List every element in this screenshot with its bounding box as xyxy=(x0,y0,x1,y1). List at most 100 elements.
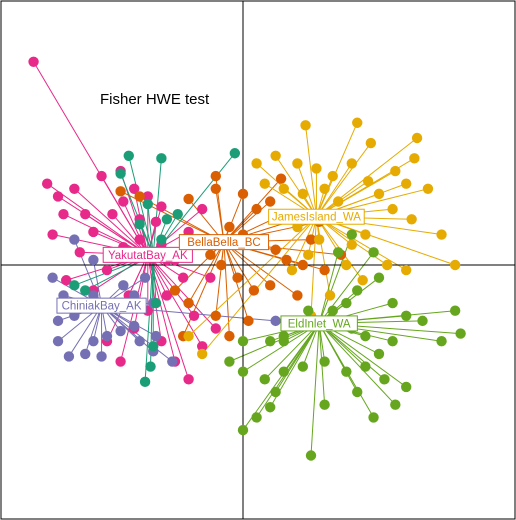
point-EldInlet_WA-25 xyxy=(278,366,289,377)
point-EldInlet_WA-27 xyxy=(237,366,249,377)
point-EldInlet_WA-24 xyxy=(297,361,309,372)
point-JamesIsland_WA-38 xyxy=(401,178,412,189)
point-ChiniakBay_AK-16 xyxy=(134,336,145,347)
point-YakutatBay_AK-4 xyxy=(58,209,69,220)
point-group-teal-15 xyxy=(229,148,241,159)
segment-ChiniakBay_AK-5 xyxy=(84,305,103,355)
segment-YakutatBay_AK-29 xyxy=(147,254,162,342)
segment-YakutatBay_AK-33 xyxy=(147,254,217,329)
point-EldInlet_WA-36 xyxy=(390,399,401,410)
point-JamesIsland_WA-40 xyxy=(286,264,298,276)
point-YakutatBay_AK-17 xyxy=(74,247,86,258)
point-JamesIsland_WA-3 xyxy=(411,132,423,144)
point-EldInlet_WA-1 xyxy=(333,247,344,258)
point-JamesIsland_WA-19 xyxy=(297,188,309,200)
point-EldInlet_WA-41 xyxy=(237,336,249,347)
point-BellaBella_BC-3 xyxy=(210,183,221,194)
segment-BellaBella_BC-31 xyxy=(182,241,225,337)
point-EldInlet_WA-15 xyxy=(455,328,466,339)
point-group-teal-6 xyxy=(134,219,145,230)
point-YakutatBay_AK-0 xyxy=(28,56,39,67)
point-JamesIsland_WA-1 xyxy=(352,117,363,128)
segment-YakutatBay_AK-32 xyxy=(147,254,203,347)
centroid-label-ChiniakBay_AK: ChiniakBay_AK xyxy=(56,297,147,314)
point-BellaBella_BC-15 xyxy=(297,259,309,271)
point-YakutatBay_AK-2 xyxy=(52,191,64,202)
point-BellaBella_BC-24 xyxy=(169,285,181,296)
point-EldInlet_WA-33 xyxy=(319,399,330,410)
segment-ChiniakBay_AK-18 xyxy=(101,305,173,362)
point-BellaBella_BC-6 xyxy=(265,196,276,207)
point-YakutatBay_AK-7 xyxy=(96,170,107,182)
point-ChiniakBay_AK-5 xyxy=(80,348,91,360)
segment-EldInlet_WA-39 xyxy=(310,323,320,456)
point-ChiniakBay_AK-8 xyxy=(101,330,113,342)
point-BellaBella_BC-23 xyxy=(265,280,276,291)
point-EldInlet_WA-14 xyxy=(449,305,461,316)
segment-YakutatBay_AK-28 xyxy=(133,254,149,329)
point-EldInlet_WA-4 xyxy=(352,285,363,296)
segment-BellaBella_BC-22 xyxy=(223,241,255,291)
point-BellaBella_BC-28 xyxy=(243,315,254,327)
point-group-teal-5 xyxy=(172,209,183,220)
point-YakutatBay_AK-39 xyxy=(197,203,208,215)
point-JamesIsland_WA-31 xyxy=(303,249,314,261)
segment-group-teal-15 xyxy=(152,152,236,256)
point-YakutatBay_AK-32 xyxy=(197,341,208,352)
point-EldInlet_WA-28 xyxy=(224,356,235,367)
point-BellaBella_BC-21 xyxy=(232,272,243,283)
segment-group-teal-3 xyxy=(147,203,154,255)
point-BellaBella_BC-33 xyxy=(210,170,221,182)
point-EldInlet_WA-5 xyxy=(341,297,352,309)
point-YakutatBay_AK-33 xyxy=(210,323,221,334)
point-EldInlet_WA-13 xyxy=(417,315,428,327)
point-ChiniakBay_AK-20 xyxy=(88,254,99,266)
point-JamesIsland_WA-21 xyxy=(259,178,270,189)
point-JamesIsland_WA-10 xyxy=(436,229,447,240)
point-EldInlet_WA-0 xyxy=(346,229,357,240)
centroid-label-box-BellaBella_BC xyxy=(178,234,270,251)
point-EldInlet_WA-26 xyxy=(259,374,270,385)
point-JamesIsland_WA-8 xyxy=(387,203,398,215)
point-group-teal-1 xyxy=(115,168,126,179)
segment-JamesIsland_WA-40 xyxy=(291,216,317,271)
point-YakutatBay_AK-12 xyxy=(118,196,129,207)
point-BellaBella_BC-19 xyxy=(205,249,216,261)
point-JamesIsland_WA-14 xyxy=(360,229,371,240)
point-JamesIsland_WA-27 xyxy=(346,158,357,169)
point-EldInlet_WA-42 xyxy=(303,305,314,316)
point-group-teal-10 xyxy=(80,285,91,296)
point-YakutatBay_AK-11 xyxy=(156,201,167,212)
segment-EldInlet_WA-0 xyxy=(318,234,353,324)
centroid-label-BellaBella_BC: BellaBella_BC xyxy=(178,234,270,251)
centroid-label-text-JamesIsland_WA: JamesIsland_WA xyxy=(272,212,361,224)
point-EldInlet_WA-30 xyxy=(265,402,276,413)
segment-EldInlet_WA-36 xyxy=(318,323,396,406)
point-YakutatBay_AK-31 xyxy=(183,374,194,385)
point-JamesIsland_WA-23 xyxy=(270,150,281,161)
segment-ChiniakBay_AK-4 xyxy=(68,305,102,357)
point-EldInlet_WA-10 xyxy=(265,336,276,347)
point-ChiniakBay_AK-9 xyxy=(115,325,126,337)
point-ChiniakBay_AK-19 xyxy=(69,234,80,245)
point-JamesIsland_WA-7 xyxy=(373,188,385,200)
segment-JamesIsland_WA-2 xyxy=(316,142,372,218)
point-JamesIsland_WA-32 xyxy=(341,259,352,271)
segment-group-teal-1 xyxy=(120,173,154,256)
point-EldInlet_WA-20 xyxy=(373,348,385,360)
point-JamesIsland_WA-24 xyxy=(292,158,303,169)
centroid-label-EldInlet_WA: EldInlet_WA xyxy=(280,315,358,332)
point-JamesIsland_WA-25 xyxy=(311,163,322,174)
point-EldInlet_WA-38 xyxy=(379,374,390,385)
point-EldInlet_WA-3 xyxy=(373,272,385,283)
segment-BellaBella_BC-26 xyxy=(215,242,225,316)
point-ChiniakBay_AK-18 xyxy=(167,356,178,367)
segment-EldInlet_WA-27 xyxy=(242,322,320,373)
point-EldInlet_WA-31 xyxy=(251,412,262,423)
centroid-label-JamesIsland_WA: JamesIsland_WA xyxy=(268,208,365,225)
point-JamesIsland_WA-12 xyxy=(401,264,412,276)
point-group-teal-0 xyxy=(123,150,134,161)
point-ChiniakBay_AK-13 xyxy=(139,272,151,283)
point-JamesIsland_WA-20 xyxy=(278,183,289,194)
